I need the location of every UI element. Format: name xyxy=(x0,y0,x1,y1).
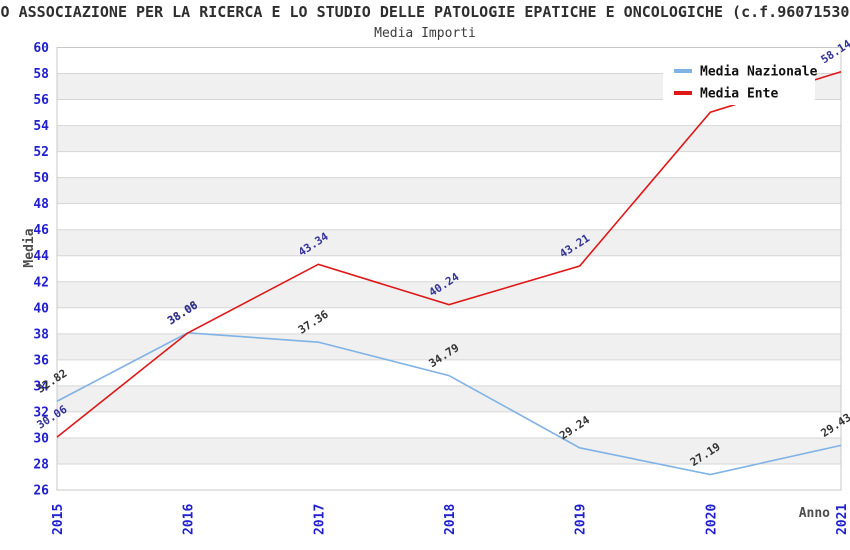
plot-band xyxy=(57,281,841,308)
x-tick-label: 2020 xyxy=(704,504,719,535)
plot-border xyxy=(56,47,842,491)
x-tick-label: 2018 xyxy=(443,504,458,535)
y-tick-label: 34 xyxy=(33,379,49,394)
point-label: 37.36 xyxy=(296,308,331,337)
y-tick-label: 50 xyxy=(33,171,49,186)
chart-title: O ASSOCIAZIONE PER LA RICERCA E LO STUDI… xyxy=(0,3,850,21)
series-line-media-ente xyxy=(56,70,842,438)
point-label: 58.14 xyxy=(819,37,850,66)
plot-band xyxy=(57,125,841,152)
x-tick-label: 2016 xyxy=(182,504,197,535)
y-tick-label: 44 xyxy=(33,249,49,264)
y-axis-title: Media xyxy=(22,228,37,267)
y-tick-label: 60 xyxy=(33,41,49,56)
y-tick-label: 46 xyxy=(33,223,49,238)
y-tick-label: 54 xyxy=(33,119,49,134)
plot-band xyxy=(57,177,841,204)
y-tick-label: 26 xyxy=(33,484,49,499)
chart-subtitle: Media Importi xyxy=(374,26,476,41)
x-tick-label: 2015 xyxy=(51,504,66,535)
y-tick-label: 48 xyxy=(33,197,49,212)
x-axis-title: Anno xyxy=(799,506,830,521)
plot-band xyxy=(57,437,841,464)
y-tick-label: 42 xyxy=(33,275,49,290)
plot-band xyxy=(57,333,841,360)
legend-label: Media Ente xyxy=(700,87,778,102)
y-tick-label: 36 xyxy=(33,353,49,368)
x-tick-label: 2017 xyxy=(312,504,327,535)
plot-band xyxy=(57,385,841,412)
y-tick-label: 56 xyxy=(33,93,49,108)
legend-box xyxy=(663,57,815,105)
point-label: 29.43 xyxy=(819,411,850,440)
y-tick-label: 52 xyxy=(33,145,49,160)
plot-band xyxy=(57,229,841,256)
y-tick-label: 40 xyxy=(33,301,49,316)
y-tick-label: 32 xyxy=(33,405,49,420)
x-tick-label: 2021 xyxy=(835,504,850,535)
y-tick-label: 30 xyxy=(33,431,49,446)
y-tick-label: 58 xyxy=(33,67,49,82)
legend-label: Media Nazionale xyxy=(700,65,818,80)
x-tick-label: 2019 xyxy=(574,504,589,535)
y-tick-label: 28 xyxy=(33,457,49,472)
y-tick-label: 38 xyxy=(33,327,49,342)
